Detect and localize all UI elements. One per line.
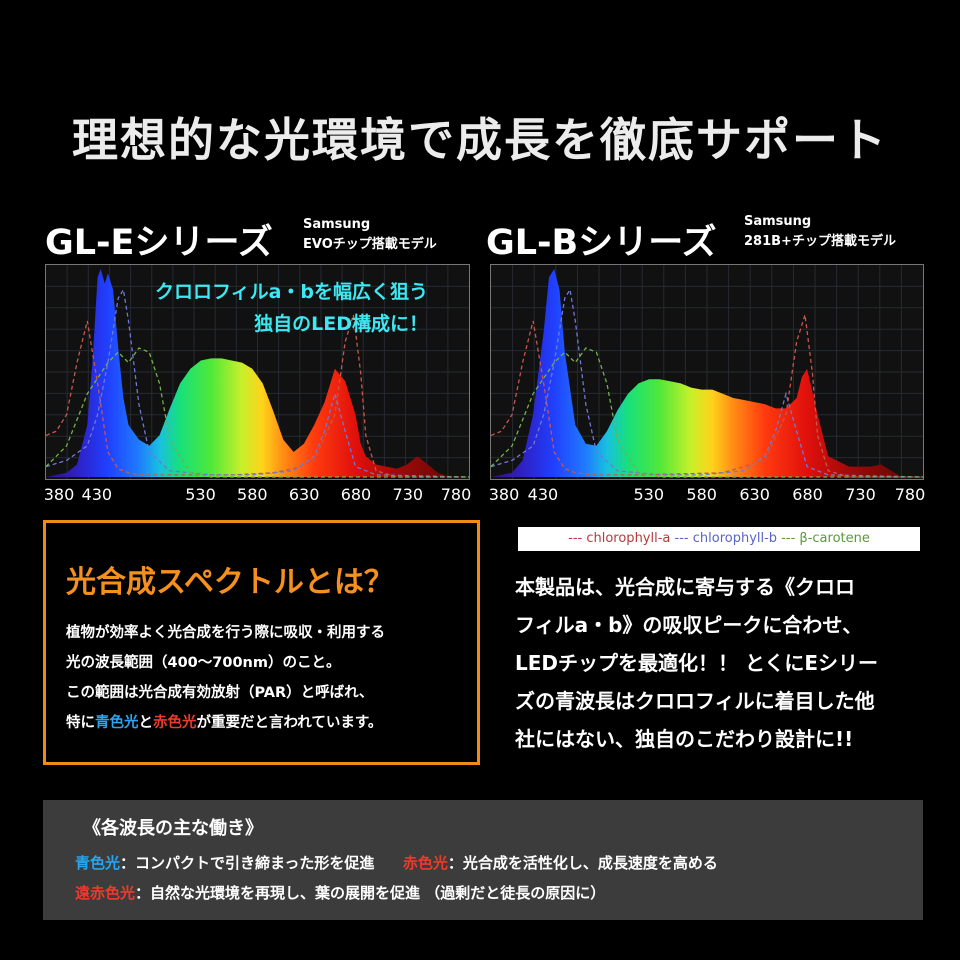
led-spectrum-area	[46, 269, 469, 477]
info-blue-light: 青色光	[95, 715, 139, 731]
legend-beta-carotene: --- β-carotene	[781, 531, 870, 546]
x-tick-label: 580	[686, 485, 717, 504]
x-tick-label: 380	[43, 485, 75, 504]
x-tick-label: 680	[792, 485, 823, 504]
functions-line-1: 青色光：コンパクトで引き締まった形を促進 赤色光：光合成を活性化し、成長速度を高…	[75, 852, 718, 873]
info-line-3: この範囲は光合成有効放射（PAR）と呼ばれ、	[66, 685, 374, 701]
desc-line-4: ズの青波長はクロロフィルに着目した他	[515, 689, 875, 713]
legend-chlorophyll-b: --- chlorophyll-b	[674, 531, 778, 546]
desc-line-2: フィルa・b》の吸収ピークに合わせ、	[515, 613, 863, 637]
wavelength-functions-box: 《各波長の主な働き》 青色光：コンパクトで引き締まった形を促進 赤色光：光合成を…	[43, 800, 923, 920]
x-tick-label: 580	[237, 485, 268, 504]
x-tick-label: 730	[845, 485, 876, 504]
spectrum-chart-b-svg	[491, 265, 923, 479]
info-line-1: 植物が効率よく光合成を行う際に吸収・利用する	[66, 625, 385, 641]
x-tick-label: 780	[894, 485, 926, 504]
series-b-sub-brand: Samsung	[744, 214, 812, 229]
x-tick-label: 730	[392, 485, 424, 504]
chlorophyll-b-line	[46, 287, 469, 478]
series-e-subtitle: Samsung EVOチップ搭載モデル	[303, 215, 437, 255]
info-title: 光合成スペクトルとは？	[66, 565, 394, 600]
beta-carotene-line	[491, 347, 923, 478]
legend-chlorophyll-a: --- chlorophyll-a	[568, 531, 671, 546]
info-line-4-mid: と	[138, 715, 154, 731]
chart-callout: クロロフィルa・bを幅広く狙う 独自のLED構成に！	[120, 276, 428, 340]
red-light-label: 赤色光	[402, 854, 448, 872]
photosynthesis-info-box: 光合成スペクトルとは？ 植物が効率よく光合成を行う際に吸収・利用する 光の波長範…	[43, 520, 480, 765]
series-b-sub-model: 281B+チップ搭載モデル	[744, 234, 896, 249]
functions-line-2: 遠赤色光：自然な光環境を再現し、葉の展開を促進 （過剰だと徒長の原因に）	[75, 882, 605, 903]
info-line-4: 特に青色光と赤色光が重要だと言われています。	[66, 708, 385, 738]
callout-line-1: クロロフィルa・bを幅広く狙う	[154, 281, 428, 303]
x-tick-label: 530	[633, 485, 665, 504]
series-e-sub-brand: Samsung	[303, 217, 371, 232]
series-e-sub-model: EVOチップ搭載モデル	[303, 237, 437, 252]
callout-line-2: 独自のLED構成に！	[254, 313, 428, 335]
info-body: 植物が効率よく光合成を行う際に吸収・利用する 光の波長範囲（400〜700nm）…	[66, 618, 385, 738]
info-red-light: 赤色光	[153, 715, 197, 731]
page-headline: 理想的な光環境で成長を徹底サポート	[72, 113, 888, 167]
blue-light-label: 青色光	[75, 854, 121, 872]
spectrum-chart-b	[490, 264, 924, 480]
red-light-text: ：光合成を活性化し、成長速度を高める	[447, 854, 718, 872]
chart-legend: --- chlorophyll-a --- chlorophyll-b --- …	[518, 527, 920, 551]
beta-carotene-line	[46, 347, 469, 478]
functions-title: 《各波長の主な働き》	[83, 818, 263, 839]
spectrum-chart-e-svg	[46, 265, 469, 479]
chlorophyll-b-line	[491, 288, 923, 478]
far-red-light-label: 遠赤色光	[75, 884, 136, 902]
desc-line-3: LEDチップを最適化！！ とくにEシリー	[515, 651, 879, 675]
x-tick-label: 680	[340, 485, 372, 504]
x-tick-label: 630	[288, 485, 320, 504]
desc-line-1: 本製品は、光合成に寄与する《クロロ	[515, 575, 855, 599]
x-tick-label: 530	[185, 485, 216, 504]
far-red-light-text: ：自然な光環境を再現し、葉の展開を促進 （過剰だと徒長の原因に）	[135, 884, 606, 902]
info-line-4-pre: 特に	[66, 715, 95, 731]
x-tick-label: 430	[81, 485, 113, 504]
x-tick-label: 630	[739, 485, 770, 504]
product-description: 本製品は、光合成に寄与する《クロロ フィルa・b》の吸収ピークに合わせ、 LED…	[515, 568, 945, 758]
info-line-2: 光の波長範囲（400〜700nm）のこと。	[66, 655, 341, 671]
blue-light-text: ：コンパクトで引き締まった形を促進	[120, 854, 375, 872]
x-tick-label: 780	[440, 485, 472, 504]
spectrum-chart-e	[45, 264, 470, 480]
series-b-subtitle: Samsung 281B+チップ搭載モデル	[744, 212, 896, 252]
series-e-title: GL-Eシリーズ	[45, 223, 273, 263]
led-spectrum-area	[491, 269, 923, 477]
x-tick-label: 380	[488, 485, 520, 504]
series-b-title: GL-Bシリーズ	[486, 223, 717, 263]
info-line-4-post: が重要だと言われています。	[196, 715, 383, 731]
x-tick-label: 430	[527, 485, 559, 504]
chlorophyll-a-line	[491, 314, 923, 478]
desc-line-5: 社にはない、独自のこだわり設計に!!	[515, 727, 854, 751]
